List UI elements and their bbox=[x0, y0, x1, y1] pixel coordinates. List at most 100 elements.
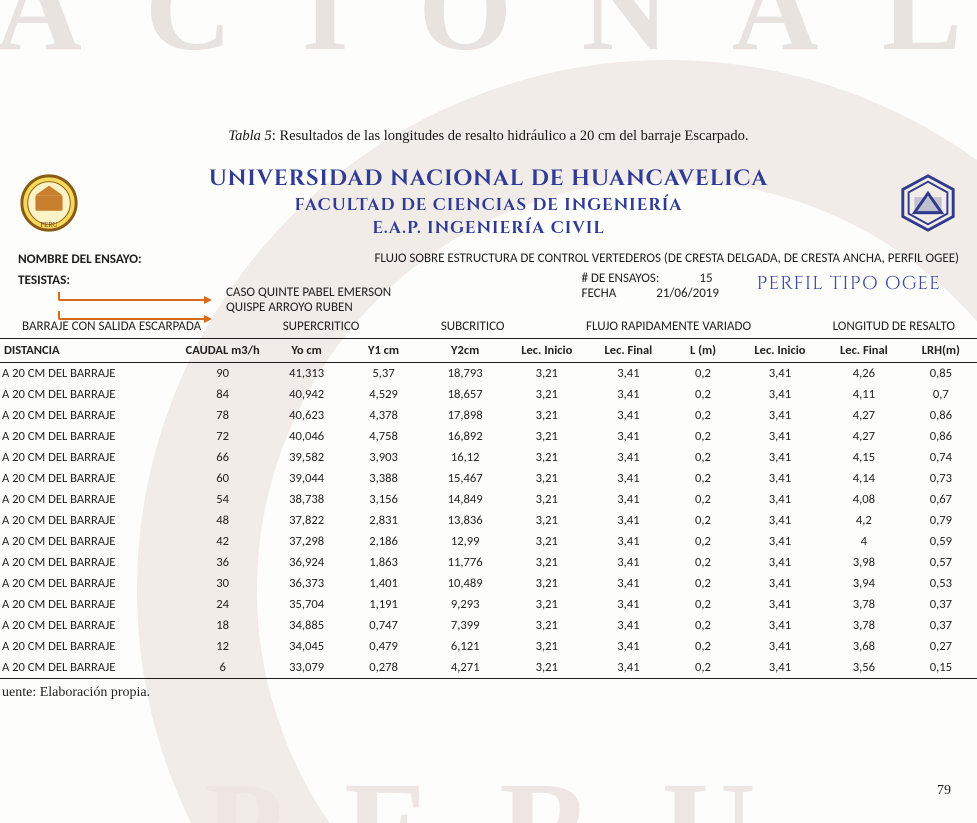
tesista-1: CASO QUINTE PABEL EMERSON bbox=[226, 285, 391, 300]
institution-title: UNIVERSIDAD NACIONAL DE HUANCAVELICA FAC… bbox=[92, 165, 885, 240]
sec-1: BARRAJE CON SALIDA ESCARPADA bbox=[22, 319, 201, 334]
col-header: Y1 cm bbox=[343, 339, 425, 363]
table-cell: A 20 CM DEL BARRAJE bbox=[0, 384, 175, 405]
table-cell: 3,94 bbox=[823, 573, 905, 594]
table-cell: 40,046 bbox=[270, 426, 342, 447]
table-cell: 0,2 bbox=[669, 489, 737, 510]
table-cell: 17,898 bbox=[424, 405, 506, 426]
table-cell: 37,822 bbox=[270, 510, 342, 531]
data-table: DISTANCIACAUDAL m3/hYo cmY1 cmY2cmLec. I… bbox=[0, 338, 977, 679]
table-cell: 1,401 bbox=[343, 573, 425, 594]
table-cell: 34,045 bbox=[270, 636, 342, 657]
table-cell: 18,793 bbox=[424, 363, 506, 385]
table-cell: 37,298 bbox=[270, 531, 342, 552]
table-cell: 14,849 bbox=[424, 489, 506, 510]
table-cell: A 20 CM DEL BARRAJE bbox=[0, 594, 175, 615]
table-cell: 90 bbox=[175, 363, 271, 385]
table-cell: 60 bbox=[175, 468, 271, 489]
faculty-logo-icon bbox=[897, 172, 959, 234]
table-cell: 13,836 bbox=[424, 510, 506, 531]
num-ensayos: 15 bbox=[699, 271, 712, 286]
table-cell: 36,373 bbox=[270, 573, 342, 594]
table-cell: 4,14 bbox=[823, 468, 905, 489]
table-cell: 3,21 bbox=[506, 447, 588, 468]
table-cell: 3,41 bbox=[588, 363, 670, 385]
caption-label: Tabla 5 bbox=[228, 128, 271, 144]
watermark-top: A C I O N A L bbox=[0, 0, 977, 78]
table-cell: 3,41 bbox=[737, 615, 823, 636]
table-cell: 0,86 bbox=[905, 405, 977, 426]
table-cell: 0,53 bbox=[905, 573, 977, 594]
table-cell: 3,41 bbox=[588, 405, 670, 426]
col-header: Lec. Inicio bbox=[506, 339, 588, 363]
table-cell: 3,41 bbox=[588, 489, 670, 510]
table-cell: A 20 CM DEL BARRAJE bbox=[0, 636, 175, 657]
table-row: A 20 CM DEL BARRAJE6039,0443,38815,4673,… bbox=[0, 468, 977, 489]
table-cell: 48 bbox=[175, 510, 271, 531]
title-line-1: UNIVERSIDAD NACIONAL DE HUANCAVELICA bbox=[92, 165, 885, 194]
table-cell: 3,21 bbox=[506, 657, 588, 679]
table-cell: 3,41 bbox=[588, 447, 670, 468]
label-ensayo: NOMBRE DEL ENSAYO: bbox=[18, 250, 142, 267]
table-cell: 3,21 bbox=[506, 426, 588, 447]
table-cell: 4,27 bbox=[823, 426, 905, 447]
table-row: A 20 CM DEL BARRAJE4837,8222,83113,8363,… bbox=[0, 510, 977, 531]
fecha: 21/06/2019 bbox=[656, 286, 719, 301]
table-row: A 20 CM DEL BARRAJE7840,6234,37817,8983,… bbox=[0, 405, 977, 426]
table-row: A 20 CM DEL BARRAJE2435,7041,1919,2933,2… bbox=[0, 594, 977, 615]
table-cell: 3,41 bbox=[737, 405, 823, 426]
table-cell: 4,758 bbox=[343, 426, 425, 447]
table-row: A 20 CM DEL BARRAJE8440,9424,52918,6573,… bbox=[0, 384, 977, 405]
table-cell: 16,12 bbox=[424, 447, 506, 468]
caption-text: Resultados de las longitudes de resalto … bbox=[279, 128, 748, 144]
col-header: CAUDAL m3/h bbox=[175, 339, 271, 363]
table-cell: 3,41 bbox=[737, 363, 823, 385]
table-row: A 20 CM DEL BARRAJE7240,0464,75816,8923,… bbox=[0, 426, 977, 447]
meta-mid: # DE ENSAYOS:15 FECHA21/06/2019 bbox=[582, 271, 720, 301]
table-cell: 0,74 bbox=[905, 447, 977, 468]
ensayo-value: FLUJO SOBRE ESTRUCTURA DE CONTROL VERTED… bbox=[374, 251, 959, 266]
table-cell: 3,21 bbox=[506, 636, 588, 657]
table-cell: 3,41 bbox=[737, 489, 823, 510]
title-line-3: E.A.P. INGENIERÍA CIVIL bbox=[92, 217, 885, 240]
table-cell: 3,78 bbox=[823, 615, 905, 636]
table-cell: 0,2 bbox=[669, 426, 737, 447]
table-cell: 16,892 bbox=[424, 426, 506, 447]
table-cell: A 20 CM DEL BARRAJE bbox=[0, 363, 175, 385]
table-cell: 3,41 bbox=[737, 657, 823, 679]
table-cell: 0,73 bbox=[905, 468, 977, 489]
table-cell: 3,41 bbox=[737, 531, 823, 552]
header-block: PERU UNIVERSIDAD NACIONAL DE HUANCAVELIC… bbox=[0, 165, 977, 240]
table-cell: 0,2 bbox=[669, 468, 737, 489]
section-headers: BARRAJE CON SALIDA ESCARPADA SUPERCRITIC… bbox=[0, 319, 977, 334]
table-cell: 3,41 bbox=[588, 510, 670, 531]
table-cell: A 20 CM DEL BARRAJE bbox=[0, 552, 175, 573]
col-header: Lec. Inicio bbox=[737, 339, 823, 363]
table-cell: 33,079 bbox=[270, 657, 342, 679]
sec-4: FLUJO RAPIDAMENTE VARIADO bbox=[586, 319, 751, 334]
label-tesistas: TESISTAS: bbox=[18, 271, 70, 288]
table-cell: 0,7 bbox=[905, 384, 977, 405]
perfil-label: PERFIL TIPO OGEE bbox=[757, 271, 942, 297]
table-cell: 3,41 bbox=[737, 468, 823, 489]
table-cell: 0,278 bbox=[343, 657, 425, 679]
table-cell: 24 bbox=[175, 594, 271, 615]
table-cell: 3,41 bbox=[588, 468, 670, 489]
page-number: 79 bbox=[937, 783, 951, 799]
table-cell: 2,186 bbox=[343, 531, 425, 552]
watermark-bottom: P E R U bbox=[203, 753, 773, 823]
table-cell: 41,313 bbox=[270, 363, 342, 385]
table-row: A 20 CM DEL BARRAJE5438,7383,15614,8493,… bbox=[0, 489, 977, 510]
table-cell: A 20 CM DEL BARRAJE bbox=[0, 426, 175, 447]
table-cell: 4,378 bbox=[343, 405, 425, 426]
table-body: A 20 CM DEL BARRAJE9041,3135,3718,7933,2… bbox=[0, 363, 977, 679]
table-cell: 36,924 bbox=[270, 552, 342, 573]
table-cell: 3,41 bbox=[588, 531, 670, 552]
table-cell: 3,41 bbox=[737, 636, 823, 657]
table-cell: 3,41 bbox=[588, 657, 670, 679]
table-cell: 0,2 bbox=[669, 615, 737, 636]
table-cell: A 20 CM DEL BARRAJE bbox=[0, 657, 175, 679]
table-cell: 0,85 bbox=[905, 363, 977, 385]
table-caption: Tabla 5: Resultados de las longitudes de… bbox=[0, 128, 977, 145]
table-cell: 66 bbox=[175, 447, 271, 468]
